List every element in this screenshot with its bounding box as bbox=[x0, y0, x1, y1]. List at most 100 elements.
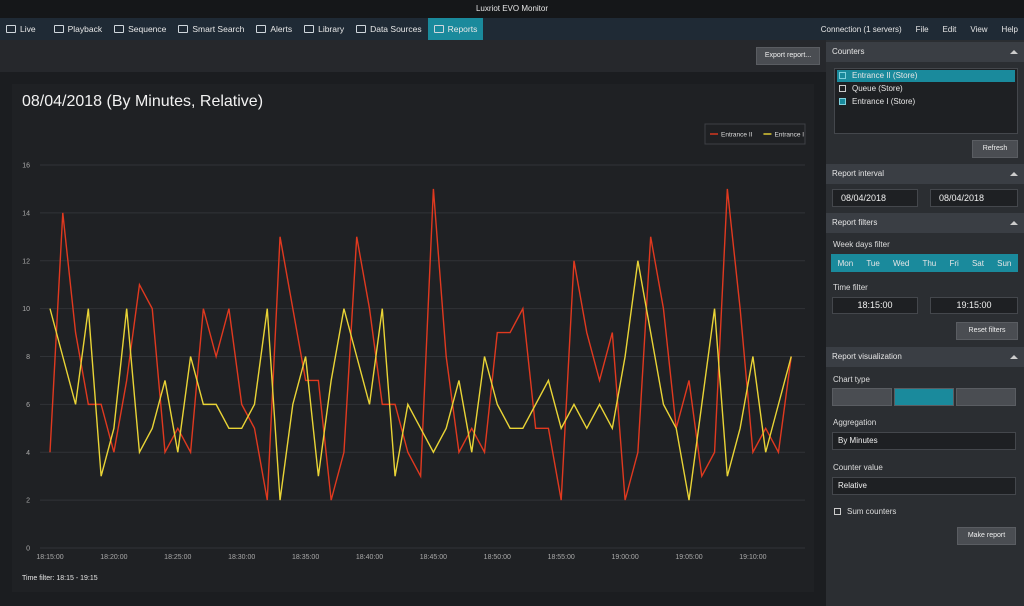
x-tick-label: 18:35:00 bbox=[292, 554, 319, 561]
counter-label: Queue (Store) bbox=[852, 84, 903, 93]
y-tick-label: 0 bbox=[26, 546, 30, 553]
section-header: Report interval bbox=[826, 164, 1024, 184]
date-to[interactable]: 08/04/2018 bbox=[930, 189, 1018, 207]
tab[interactable]: Live bbox=[0, 18, 42, 40]
tab-icon bbox=[304, 25, 315, 33]
legend-label: Entrance II bbox=[721, 132, 753, 139]
counter-item[interactable]: Entrance I (Store) bbox=[839, 96, 915, 108]
chart-type-pie[interactable] bbox=[956, 388, 1016, 406]
title-bar: Luxriot EVO Monitor bbox=[0, 0, 1024, 18]
date-from[interactable]: 08/04/2018 bbox=[832, 189, 918, 207]
window-title: Luxriot EVO Monitor bbox=[475, 4, 549, 13]
export-button[interactable]: Export report... bbox=[756, 47, 820, 65]
section-title: Report filters bbox=[832, 218, 878, 227]
tab-icon bbox=[178, 25, 189, 33]
weekday[interactable]: Thu bbox=[922, 258, 937, 268]
x-tick-label: 18:45:00 bbox=[420, 554, 447, 561]
tab-active[interactable]: Reports bbox=[427, 18, 484, 40]
weekday[interactable]: Tue bbox=[866, 258, 880, 268]
make-report-button[interactable]: Make report bbox=[957, 527, 1016, 545]
counter-value-select[interactable]: Relative bbox=[832, 477, 1016, 495]
tab-label: Smart Search bbox=[192, 24, 245, 34]
checkbox[interactable] bbox=[839, 98, 846, 106]
tab-icon bbox=[53, 25, 64, 33]
connection[interactable]: Connection (1 servers) bbox=[820, 24, 902, 34]
section-header: Report visualization bbox=[826, 347, 1024, 367]
checkbox[interactable] bbox=[839, 85, 846, 93]
series-line bbox=[49, 188, 792, 501]
tab-icon bbox=[256, 25, 267, 33]
tab-icon bbox=[433, 25, 444, 33]
y-tick-label: 16 bbox=[22, 163, 30, 170]
weekday[interactable]: Sat bbox=[971, 258, 984, 268]
x-tick-label: 18:20:00 bbox=[100, 554, 127, 561]
tab[interactable]: Library bbox=[298, 18, 350, 40]
x-tick-label: 19:05:00 bbox=[675, 554, 702, 561]
label: Sum counters bbox=[847, 507, 897, 516]
tab-icon bbox=[114, 25, 125, 33]
tab[interactable]: Sequence bbox=[108, 18, 172, 40]
y-tick-label: 8 bbox=[26, 354, 30, 361]
tab-label: Sequence bbox=[128, 24, 167, 34]
tab[interactable]: Smart Search bbox=[172, 18, 250, 40]
y-tick-label: 6 bbox=[26, 402, 30, 409]
nav-bar: Live Playback Sequence Smart Search Aler… bbox=[0, 18, 1024, 40]
series-line bbox=[49, 260, 792, 501]
section-header: Report filters bbox=[826, 213, 1024, 233]
tab[interactable]: Playback bbox=[48, 18, 109, 40]
weekday[interactable]: Sun bbox=[997, 258, 1012, 268]
chart-footnote: Time filter: 18:15 - 19:15 bbox=[22, 575, 98, 582]
counter-label: Entrance II (Store) bbox=[852, 71, 918, 80]
sum-counters[interactable]: Sum counters bbox=[834, 507, 896, 516]
section-title: Counters bbox=[832, 47, 865, 56]
tab-label: Live bbox=[20, 24, 36, 34]
weekday[interactable]: Wed bbox=[892, 258, 910, 268]
y-tick-label: 4 bbox=[26, 450, 30, 457]
chart-bg bbox=[12, 84, 814, 592]
menu-item[interactable]: File bbox=[915, 24, 929, 34]
section-title: Report interval bbox=[832, 169, 885, 178]
label: Time filter bbox=[833, 283, 868, 292]
y-tick-label: 10 bbox=[22, 306, 30, 313]
tab-icon bbox=[6, 25, 16, 33]
refresh-button[interactable]: Refresh bbox=[972, 140, 1018, 158]
x-tick-label: 18:55:00 bbox=[548, 554, 575, 561]
weekday[interactable]: Fri bbox=[949, 258, 959, 268]
legend-label: Entrance I bbox=[774, 132, 804, 139]
tab-label: Alerts bbox=[270, 24, 293, 34]
time-from[interactable]: 18:15:00 bbox=[832, 297, 918, 314]
tab-label: Playback bbox=[67, 24, 103, 34]
chart-type-line[interactable] bbox=[894, 388, 954, 406]
legend-box bbox=[704, 123, 806, 145]
aggregation-select[interactable]: By Minutes bbox=[832, 432, 1016, 450]
nav-right: Connection (1 servers) File Edit View He… bbox=[821, 18, 1018, 40]
weekday-bar: Mon Tue Wed Thu Fri Sat Sun bbox=[831, 254, 1018, 272]
chart-type-bar[interactable] bbox=[832, 388, 892, 406]
y-tick-label: 2 bbox=[26, 498, 30, 505]
tab-label: Library bbox=[318, 24, 345, 34]
checkbox[interactable] bbox=[834, 508, 841, 516]
x-tick-label: 18:40:00 bbox=[356, 554, 383, 561]
label: Week days filter bbox=[833, 240, 890, 249]
tab-label: Data Sources bbox=[370, 24, 422, 34]
menu-item[interactable]: View bbox=[970, 24, 988, 34]
weekday[interactable]: Mon bbox=[837, 258, 854, 268]
menu-item[interactable]: Edit bbox=[942, 24, 957, 34]
label: Aggregation bbox=[833, 418, 877, 427]
checkbox[interactable] bbox=[839, 72, 846, 80]
counter-list: Entrance II (Store) Queue (Store) Entran… bbox=[834, 68, 1018, 134]
toolbar: Export report... bbox=[0, 40, 826, 72]
tab[interactable]: Alerts bbox=[250, 18, 298, 40]
counter-item[interactable]: Entrance II (Store) bbox=[837, 70, 1015, 82]
time-to[interactable]: 19:15:00 bbox=[930, 297, 1018, 314]
y-tick-label: 12 bbox=[22, 258, 30, 265]
x-tick-label: 19:00:00 bbox=[611, 554, 638, 561]
side-panel: Counters Entrance II (Store) Queue (Stor… bbox=[826, 40, 1024, 606]
tab[interactable]: Data Sources bbox=[350, 18, 428, 40]
tab-label: Reports bbox=[447, 24, 478, 34]
menu-item[interactable]: Help bbox=[1001, 24, 1018, 34]
reset-button[interactable]: Reset filters bbox=[956, 322, 1018, 340]
counter-item[interactable]: Queue (Store) bbox=[839, 83, 903, 95]
section-title: Report visualization bbox=[832, 352, 902, 361]
